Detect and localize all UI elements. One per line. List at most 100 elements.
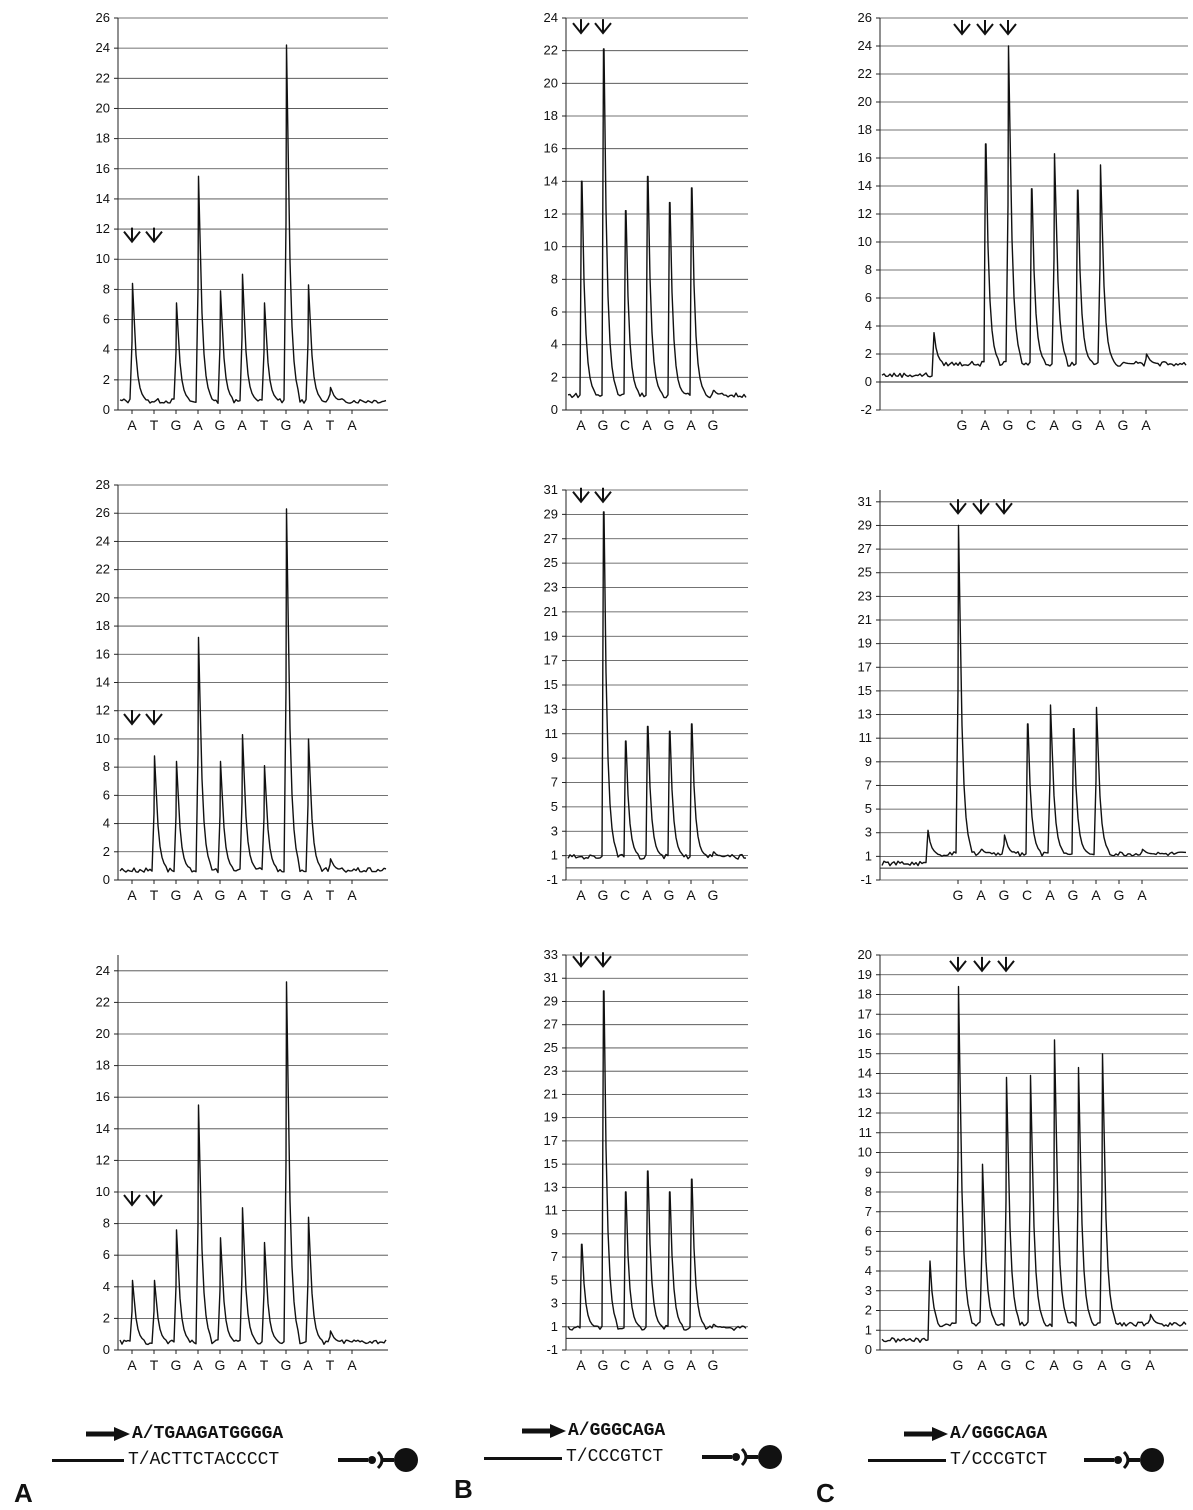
- x-tick-label: A: [686, 417, 696, 433]
- down-arrow-icon: [572, 952, 590, 968]
- x-tick-label: A: [980, 417, 990, 433]
- y-tick-label: 10: [858, 234, 872, 249]
- y-tick-label: 26: [858, 10, 872, 25]
- y-tick-label: 10: [96, 1184, 110, 1199]
- x-tick-label: A: [303, 417, 313, 433]
- y-tick-label: 14: [96, 675, 110, 690]
- y-tick-label: 22: [96, 994, 110, 1009]
- x-tick-label: A: [127, 417, 137, 433]
- y-tick-label: 15: [858, 1046, 872, 1061]
- y-tick-label: 9: [551, 1226, 558, 1241]
- pyrogram-trace: [119, 44, 387, 404]
- down-arrow-icon: [594, 487, 612, 504]
- y-tick-label: 29: [544, 993, 558, 1008]
- down-arrow-icon: [572, 19, 590, 35]
- y-tick-label: 27: [544, 531, 558, 546]
- y-tick-label: 3: [551, 1296, 558, 1311]
- y-tick-label: 14: [858, 178, 872, 193]
- bead-anchor-c-icon: [1084, 1448, 1164, 1472]
- pyrogram-trace: [881, 45, 1187, 378]
- x-tick-label: T: [326, 1357, 335, 1373]
- y-tick-label: 5: [865, 801, 872, 816]
- x-tick-label: G: [215, 887, 226, 903]
- pyrogram-trace: [567, 990, 747, 1331]
- x-tick-label: G: [664, 1357, 675, 1373]
- y-tick-label: 17: [858, 659, 872, 674]
- y-tick-label: 12: [96, 703, 110, 718]
- y-tick-label: 13: [858, 1085, 872, 1100]
- x-tick-label: C: [1026, 417, 1036, 433]
- y-tick-label: 2: [551, 369, 558, 384]
- y-tick-label: 23: [544, 580, 558, 595]
- x-tick-label: T: [150, 887, 159, 903]
- y-tick-label: 1: [551, 1319, 558, 1334]
- down-arrow-icon: [145, 227, 163, 244]
- down-arrow-icon: [976, 20, 994, 36]
- y-tick-label: 26: [96, 505, 110, 520]
- y-tick-label: 20: [858, 94, 872, 109]
- y-tick-label: 31: [544, 482, 558, 497]
- y-tick-label: 16: [96, 646, 110, 661]
- x-tick-label: A: [347, 417, 357, 433]
- y-tick-label: 13: [544, 1179, 558, 1194]
- x-tick-label: G: [1068, 887, 1079, 903]
- x-tick-label: A: [193, 417, 203, 433]
- x-tick-label: T: [150, 1357, 159, 1373]
- x-tick-label: C: [1025, 1357, 1035, 1373]
- y-tick-label: 12: [858, 206, 872, 221]
- y-tick-label: 4: [103, 342, 110, 357]
- y-tick-label: 12: [544, 206, 558, 221]
- x-tick-label: A: [976, 887, 986, 903]
- x-tick-label: C: [620, 1357, 630, 1373]
- y-tick-label: 0: [103, 402, 110, 417]
- down-arrow-icon: [973, 956, 991, 973]
- x-tick-label: A: [237, 417, 247, 433]
- y-tick-label: 18: [96, 131, 110, 146]
- y-tick-label: 6: [103, 1247, 110, 1262]
- x-tick-label: A: [303, 887, 313, 903]
- y-tick-label: 8: [103, 759, 110, 774]
- x-tick-label: A: [642, 417, 652, 433]
- down-arrow-icon: [123, 1191, 141, 1207]
- x-tick-label: G: [281, 1357, 292, 1373]
- y-tick-label: 16: [858, 1026, 872, 1041]
- bead-anchor-a-icon: [338, 1448, 418, 1472]
- y-tick-label: 29: [858, 517, 872, 532]
- y-tick-label: 5: [551, 799, 558, 814]
- down-arrow-icon: [594, 19, 612, 35]
- down-arrow-icon: [953, 20, 971, 36]
- y-tick-label: 18: [96, 618, 110, 633]
- y-tick-label: 19: [858, 967, 872, 982]
- y-tick-label: 14: [858, 1066, 872, 1081]
- x-tick-label: A: [642, 1357, 652, 1373]
- template-line-a: [52, 1459, 124, 1462]
- y-tick-label: 6: [103, 787, 110, 802]
- down-arrow-icon: [972, 499, 990, 515]
- y-tick-label: 6: [865, 1224, 872, 1239]
- y-tick-label: 16: [544, 141, 558, 156]
- y-tick-label: 8: [103, 1216, 110, 1231]
- x-tick-label: A: [1145, 1357, 1155, 1373]
- primer-sequence-b: A/GGGCAGA: [568, 1421, 666, 1441]
- y-tick-label: 0: [103, 1342, 110, 1357]
- down-arrow-icon: [145, 1191, 163, 1207]
- x-tick-label: T: [260, 887, 269, 903]
- y-tick-label: 0: [103, 872, 110, 887]
- y-tick-label: 12: [96, 221, 110, 236]
- x-tick-label: G: [215, 417, 226, 433]
- x-tick-label: A: [1137, 887, 1147, 903]
- x-tick-label: T: [326, 887, 335, 903]
- pyrogram-trace: [567, 48, 747, 399]
- y-tick-label: 10: [96, 251, 110, 266]
- y-tick-label: 2: [103, 372, 110, 387]
- y-tick-label: 8: [551, 271, 558, 286]
- x-tick-label: A: [576, 887, 586, 903]
- y-tick-label: 13: [544, 701, 558, 716]
- y-tick-label: 8: [103, 281, 110, 296]
